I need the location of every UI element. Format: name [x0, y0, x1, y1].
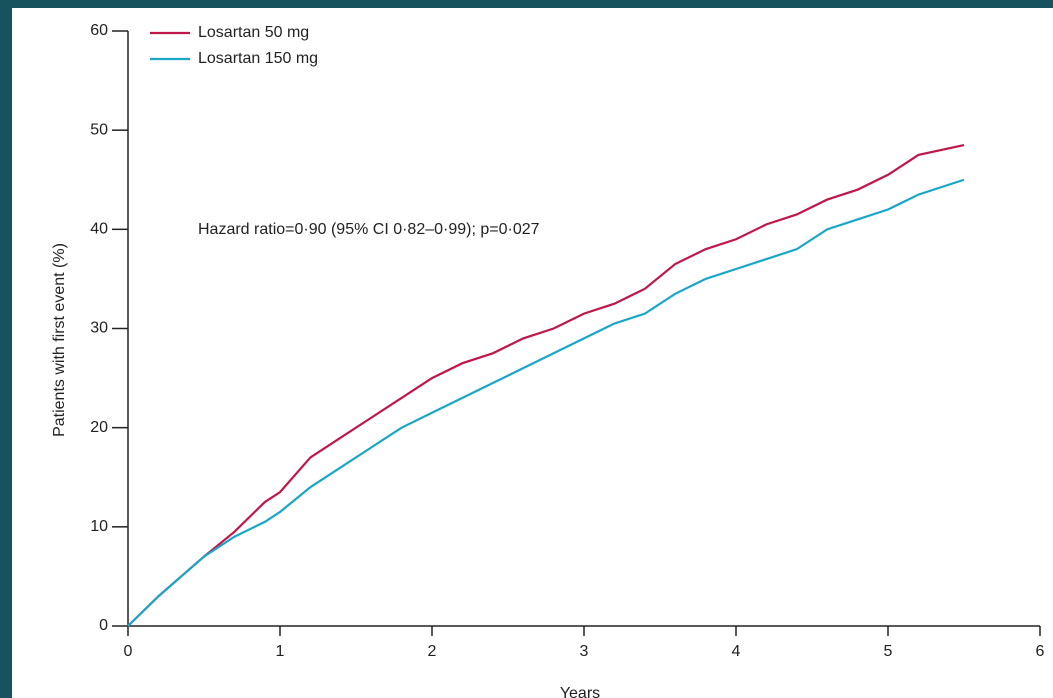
y-tick-label: 30 — [90, 320, 108, 337]
y-tick-label: 40 — [90, 221, 108, 238]
x-tick-label: 4 — [732, 643, 741, 660]
x-tick-label: 0 — [124, 643, 133, 660]
x-axis-label: Years — [560, 685, 600, 698]
x-tick-label: 3 — [580, 643, 589, 660]
y-tick-label: 20 — [90, 419, 108, 436]
x-tick-label: 2 — [428, 643, 437, 660]
y-axis-label: Patients with first event (%) — [51, 243, 68, 437]
y-tick-label: 60 — [90, 22, 108, 39]
y-tick-label: 0 — [99, 617, 108, 634]
legend-label: Losartan 50 mg — [198, 24, 309, 41]
annotation: Hazard ratio=0·90 (95% CI 0·82–0·99); p=… — [198, 221, 540, 238]
y-tick-label: 50 — [90, 121, 108, 138]
x-tick-label: 5 — [884, 643, 893, 660]
legend-label: Losartan 150 mg — [198, 50, 318, 67]
series-line — [127, 178, 965, 627]
chart-panel — [12, 8, 1053, 698]
y-tick-label: 10 — [90, 518, 108, 535]
x-tick-label: 6 — [1036, 643, 1045, 660]
x-tick-label: 1 — [276, 643, 285, 660]
series-line — [127, 143, 965, 627]
